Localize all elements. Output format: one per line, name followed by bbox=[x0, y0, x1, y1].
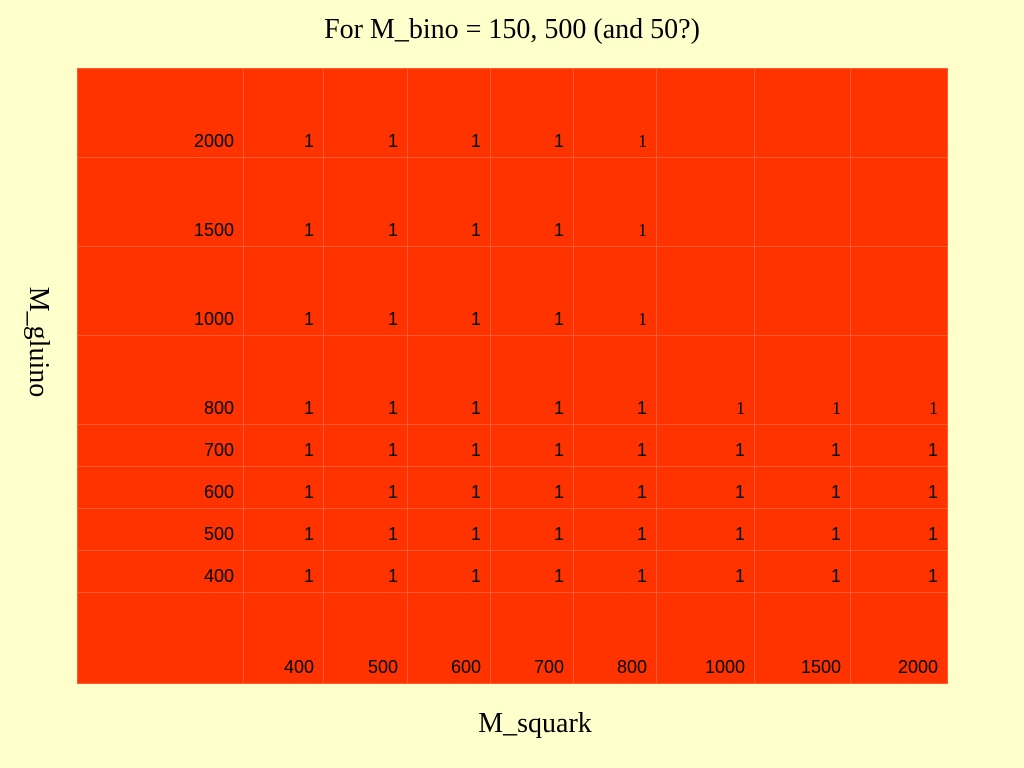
table-row: 2000 1 1 1 1 1 bbox=[77, 68, 948, 158]
table-cell: 1 bbox=[573, 335, 657, 425]
table-cell: 1 bbox=[754, 508, 851, 551]
table-cell: 1 bbox=[323, 550, 408, 593]
table-cell: 1 bbox=[573, 246, 657, 336]
table-cell: 1 bbox=[407, 246, 491, 336]
table-cell: 1 bbox=[656, 550, 755, 593]
row-label: 700 bbox=[77, 424, 244, 467]
table-cell: 1 bbox=[754, 424, 851, 467]
table-cell: 1 bbox=[243, 157, 324, 247]
table-cell: 1 bbox=[850, 508, 948, 551]
table-cell bbox=[850, 68, 948, 158]
table-cell: 1 bbox=[407, 68, 491, 158]
column-header: 400 bbox=[243, 592, 324, 684]
table-cell: 1 bbox=[573, 508, 657, 551]
table-cell: 1 bbox=[243, 466, 324, 509]
table-cell: 1 bbox=[656, 335, 755, 425]
column-header: 2000 bbox=[850, 592, 948, 684]
column-header-row: 400 500 600 700 800 1000 1500 2000 bbox=[77, 592, 948, 684]
row-label: 600 bbox=[77, 466, 244, 509]
table-cell: 1 bbox=[323, 508, 408, 551]
column-header: 500 bbox=[323, 592, 408, 684]
table-cell: 1 bbox=[243, 424, 324, 467]
column-header: 800 bbox=[573, 592, 657, 684]
row-label: 500 bbox=[77, 508, 244, 551]
table-cell: 1 bbox=[573, 424, 657, 467]
table-row: 1000 1 1 1 1 1 bbox=[77, 246, 948, 336]
column-header: 600 bbox=[407, 592, 491, 684]
table-cell: 1 bbox=[573, 157, 657, 247]
table-cell: 1 bbox=[407, 424, 491, 467]
table-cell: 1 bbox=[243, 550, 324, 593]
table-cell: 1 bbox=[407, 550, 491, 593]
table-cell: 1 bbox=[243, 335, 324, 425]
table-cell bbox=[656, 246, 755, 336]
table-cell: 1 bbox=[754, 466, 851, 509]
table-cell: 1 bbox=[656, 508, 755, 551]
table-row: 800 1 1 1 1 1 1 1 1 bbox=[77, 335, 948, 425]
table-cell bbox=[850, 246, 948, 336]
corner-cell bbox=[77, 592, 244, 684]
table-cell: 1 bbox=[323, 68, 408, 158]
table-cell: 1 bbox=[490, 157, 574, 247]
row-label: 1000 bbox=[77, 246, 244, 336]
table-cell bbox=[754, 246, 851, 336]
table-cell: 1 bbox=[243, 246, 324, 336]
table-cell: 1 bbox=[323, 246, 408, 336]
data-table: 2000 1 1 1 1 1 1500 1 1 1 1 1 1000 1 1 1 1 1 800 1 1 1 1 1 1 1 1 70… bbox=[77, 68, 948, 684]
table-cell: 1 bbox=[573, 466, 657, 509]
table-cell: 1 bbox=[323, 157, 408, 247]
column-header: 1500 bbox=[754, 592, 851, 684]
table-row: 1500 1 1 1 1 1 bbox=[77, 157, 948, 247]
table-cell: 1 bbox=[850, 424, 948, 467]
table-cell: 1 bbox=[323, 424, 408, 467]
table-cell: 1 bbox=[490, 508, 574, 551]
table-row: 600 1 1 1 1 1 1 1 1 bbox=[77, 466, 948, 509]
table-cell bbox=[754, 68, 851, 158]
column-header: 1000 bbox=[656, 592, 755, 684]
table-cell: 1 bbox=[490, 335, 574, 425]
table-cell: 1 bbox=[490, 68, 574, 158]
table-cell: 1 bbox=[323, 335, 408, 425]
table-cell: 1 bbox=[754, 550, 851, 593]
table-cell: 1 bbox=[850, 550, 948, 593]
column-header: 700 bbox=[490, 592, 574, 684]
table-cell: 1 bbox=[490, 550, 574, 593]
table-cell: 1 bbox=[656, 466, 755, 509]
table-cell: 1 bbox=[243, 508, 324, 551]
x-axis-label: M_squark bbox=[478, 708, 592, 739]
table-cell bbox=[850, 157, 948, 247]
table-cell bbox=[656, 157, 755, 247]
row-label: 1500 bbox=[77, 157, 244, 247]
y-axis-label: M_gluino bbox=[23, 286, 54, 398]
table-cell bbox=[754, 157, 851, 247]
table-cell: 1 bbox=[490, 424, 574, 467]
table-cell: 1 bbox=[850, 466, 948, 509]
table-row: 500 1 1 1 1 1 1 1 1 bbox=[77, 508, 948, 551]
table-cell: 1 bbox=[754, 335, 851, 425]
table-cell: 1 bbox=[573, 550, 657, 593]
table-cell: 1 bbox=[407, 508, 491, 551]
table-cell: 1 bbox=[850, 335, 948, 425]
table-cell: 1 bbox=[490, 246, 574, 336]
table-cell: 1 bbox=[656, 424, 755, 467]
table-cell: 1 bbox=[573, 68, 657, 158]
slide-title: For M_bino = 150, 500 (and 50?) bbox=[324, 14, 700, 45]
table-cell: 1 bbox=[490, 466, 574, 509]
table-cell: 1 bbox=[323, 466, 408, 509]
table-cell bbox=[656, 68, 755, 158]
table-row: 700 1 1 1 1 1 1 1 1 bbox=[77, 424, 948, 467]
row-label: 2000 bbox=[77, 68, 244, 158]
table-row: 400 1 1 1 1 1 1 1 1 bbox=[77, 550, 948, 593]
table-cell: 1 bbox=[407, 157, 491, 247]
table-cell: 1 bbox=[407, 466, 491, 509]
table-cell: 1 bbox=[243, 68, 324, 158]
row-label: 800 bbox=[77, 335, 244, 425]
table-cell: 1 bbox=[407, 335, 491, 425]
row-label: 400 bbox=[77, 550, 244, 593]
